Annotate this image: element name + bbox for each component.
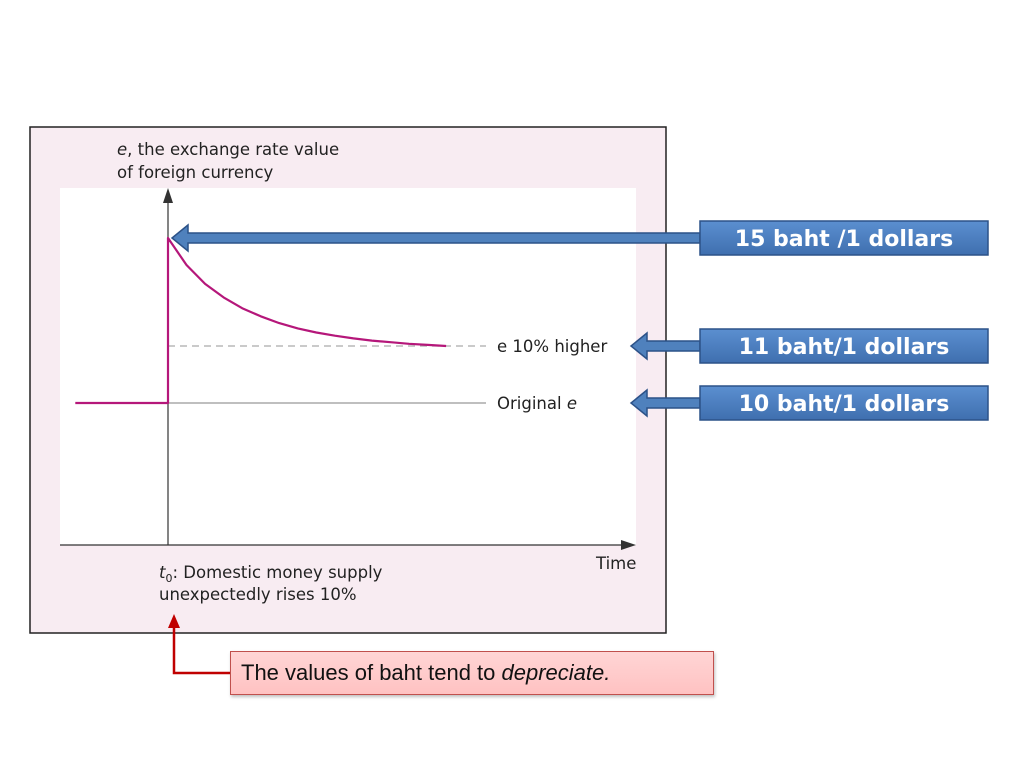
exchange-rate-series-line: [75, 236, 447, 405]
note-arrowhead: [168, 614, 180, 628]
callout-box-11: [699, 328, 989, 364]
note-elbow-arrow: [172, 627, 230, 675]
callout-arrow-10: [629, 388, 701, 418]
event-label-line-1: t0: Domestic money supply: [159, 563, 383, 585]
callout-box-15: [699, 220, 989, 256]
reference-label-original-e: Original e: [497, 394, 577, 413]
plot-area: [60, 188, 636, 545]
callout-text-11: 11 baht/1 dollars: [739, 335, 950, 360]
depreciation-note: The values of baht tend to depreciate.: [230, 651, 714, 695]
callout-text-10: 10 baht/1 dollars: [739, 392, 950, 417]
note-text-emphasis: depreciate.: [501, 660, 611, 685]
callout-arrow-11: [629, 331, 701, 361]
callout-box-10: [699, 385, 989, 421]
callout-arrow-15: [170, 223, 701, 253]
note-text-prefix: The values of baht tend to: [241, 660, 502, 685]
event-label-line-2: unexpectedly rises 10%: [159, 585, 357, 604]
reference-label-e-10pct-higher: e 10% higher: [497, 337, 607, 356]
callout-arrows: [170, 223, 701, 418]
y-axis-label-line-1: e, the exchange rate value: [117, 140, 339, 159]
callout-text-15: 15 baht /1 dollars: [735, 227, 953, 252]
callout-boxes: 15 baht /1 dollars 11 baht/1 dollars 10 ba…: [699, 220, 989, 421]
x-axis-label: Time: [595, 554, 636, 573]
y-axis-arrowhead: [163, 188, 173, 203]
y-axis-label-line-2: of foreign currency: [117, 163, 274, 182]
x-axis-arrowhead: [621, 540, 636, 550]
